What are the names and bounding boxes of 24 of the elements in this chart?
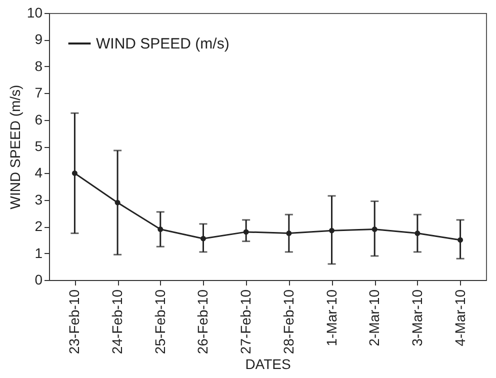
y-tick-label: 2 [34, 218, 43, 234]
y-tick-label: 6 [34, 111, 43, 128]
y-tick-label: 3 [34, 191, 43, 208]
y-tick-label: 10 [26, 4, 43, 20]
x-tick-label: 28-Feb-10 [280, 289, 296, 354]
y-tick-label: 1 [34, 244, 43, 261]
x-tick-label: 24-Feb-10 [109, 289, 126, 354]
legend-label: WIND SPEED (m/s) [96, 36, 230, 52]
x-tick-label: 3-Mar-10 [408, 289, 425, 346]
x-axis-title: DATES [245, 356, 291, 372]
x-tick-label: 26-Feb-10 [194, 289, 211, 354]
y-tick-label: 0 [34, 272, 43, 288]
x-tick-label: 2-Mar-10 [366, 289, 382, 346]
x-tick-label: 1-Mar-10 [323, 289, 340, 346]
y-tick-label: 5 [34, 138, 43, 154]
y-axis-title: WIND SPEED (m/s) [6, 84, 23, 210]
x-tick-label: 25-Feb-10 [152, 289, 168, 354]
x-tick-label: 27-Feb-10 [238, 289, 254, 354]
x-tick-label: 4-Mar-10 [452, 289, 468, 346]
y-tick-label: 7 [34, 84, 43, 101]
y-tick-label: 8 [34, 58, 43, 74]
y-tick-label: 4 [34, 164, 43, 181]
x-tick-label: 23-Feb-10 [66, 289, 82, 354]
y-tick-label: 9 [34, 31, 43, 48]
